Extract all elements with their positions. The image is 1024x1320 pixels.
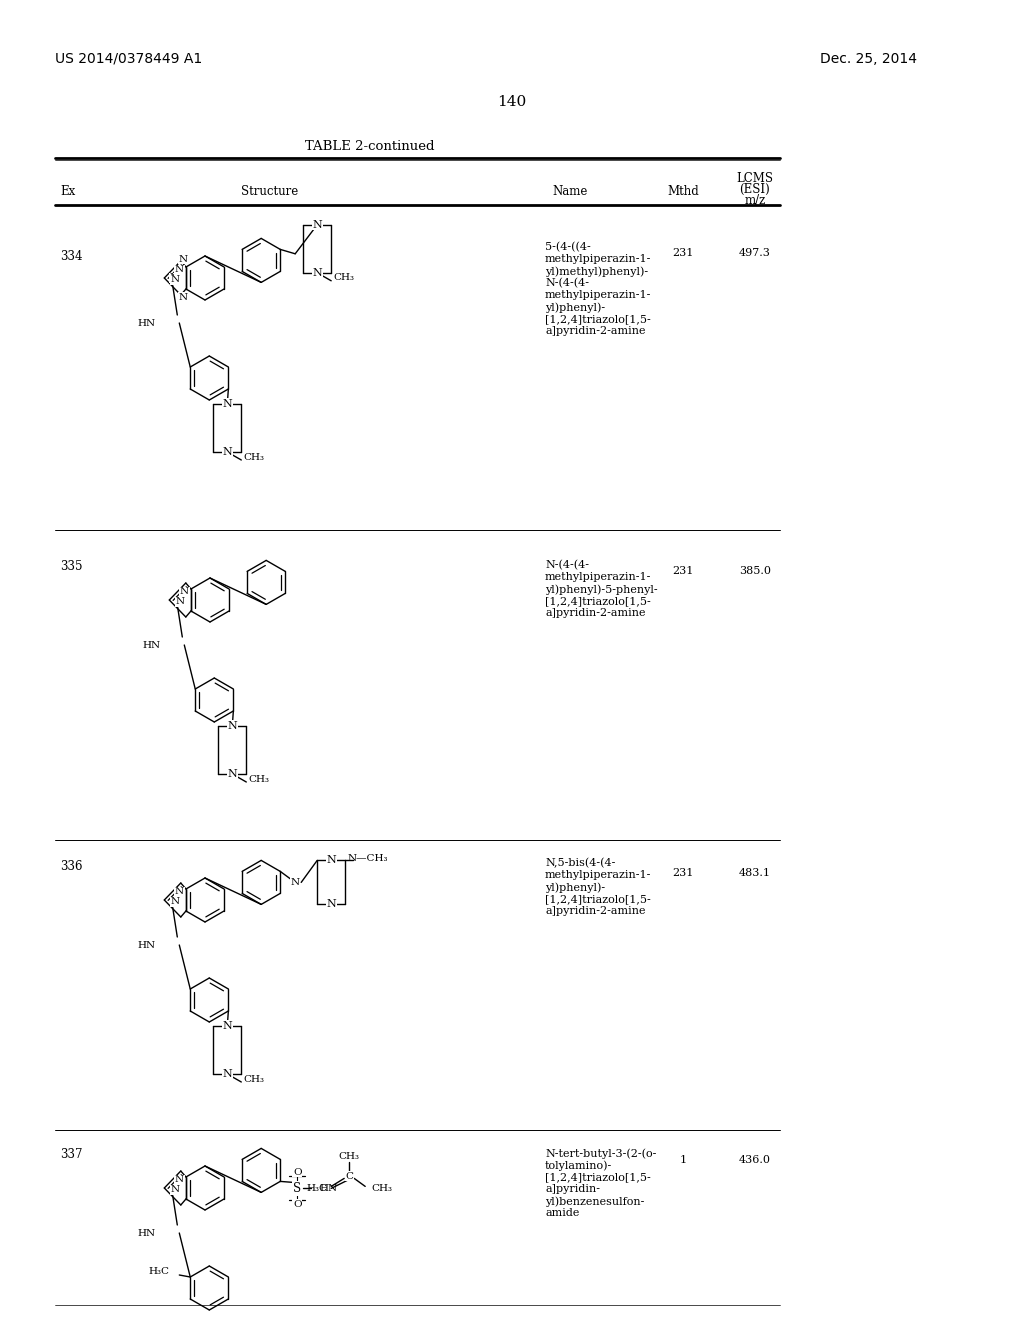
- Text: yl)phenyl)-5-phenyl-: yl)phenyl)-5-phenyl-: [545, 583, 657, 594]
- Text: TABLE 2-continued: TABLE 2-continued: [305, 140, 435, 153]
- Text: N: N: [222, 1069, 232, 1078]
- Text: CH₃: CH₃: [333, 273, 354, 282]
- Text: CH₃: CH₃: [248, 775, 269, 784]
- Text: (ESI): (ESI): [739, 183, 770, 195]
- Text: H₃C: H₃C: [306, 1184, 328, 1193]
- Text: N: N: [227, 721, 238, 731]
- Text: S: S: [293, 1181, 301, 1195]
- Text: yl)benzenesulfon-: yl)benzenesulfon-: [545, 1196, 644, 1206]
- Text: 497.3: 497.3: [739, 248, 771, 257]
- Text: CH₃: CH₃: [244, 453, 264, 462]
- Text: N,5-bis(4-(4-: N,5-bis(4-(4-: [545, 858, 615, 869]
- Text: N—CH₃: N—CH₃: [347, 854, 388, 863]
- Text: N: N: [222, 447, 232, 457]
- Text: 231: 231: [673, 248, 693, 257]
- Text: Ex: Ex: [60, 185, 75, 198]
- Text: N: N: [227, 770, 238, 779]
- Text: m/z: m/z: [744, 194, 766, 207]
- Text: methylpiperazin-1-: methylpiperazin-1-: [545, 290, 651, 300]
- Text: 231: 231: [673, 566, 693, 576]
- Text: N: N: [180, 587, 189, 597]
- Text: O: O: [293, 1168, 301, 1177]
- Text: methylpiperazin-1-: methylpiperazin-1-: [545, 253, 651, 264]
- Text: N: N: [170, 898, 179, 907]
- Text: HN: HN: [137, 318, 156, 327]
- Text: 5-(4-((4-: 5-(4-((4-: [545, 242, 591, 252]
- Text: N: N: [175, 887, 184, 896]
- Text: CH₃: CH₃: [371, 1184, 392, 1193]
- Text: 140: 140: [498, 95, 526, 110]
- Text: methylpiperazin-1-: methylpiperazin-1-: [545, 870, 651, 880]
- Text: CH₃: CH₃: [339, 1152, 359, 1160]
- Text: H₃C: H₃C: [148, 1267, 169, 1276]
- Text: N: N: [178, 293, 187, 301]
- Text: N: N: [178, 255, 187, 264]
- Text: N: N: [312, 268, 323, 277]
- Text: 334: 334: [60, 249, 83, 263]
- Text: methylpiperazin-1-: methylpiperazin-1-: [545, 572, 651, 582]
- Text: CH₃: CH₃: [244, 1074, 264, 1084]
- Text: C: C: [345, 1172, 353, 1181]
- Text: yl)phenyl)-: yl)phenyl)-: [545, 302, 605, 313]
- Text: a]pyridin-2-amine: a]pyridin-2-amine: [545, 609, 645, 618]
- Text: [1,2,4]triazolo[1,5-: [1,2,4]triazolo[1,5-: [545, 894, 650, 904]
- Text: N: N: [222, 399, 232, 409]
- Text: N: N: [170, 1185, 179, 1195]
- Text: 385.0: 385.0: [739, 566, 771, 576]
- Text: HN: HN: [137, 1229, 156, 1238]
- Text: amide: amide: [545, 1208, 580, 1218]
- Text: N-(4-(4-: N-(4-(4-: [545, 560, 589, 570]
- Text: 483.1: 483.1: [739, 869, 771, 878]
- Text: O: O: [293, 1200, 301, 1209]
- Text: HN: HN: [319, 1184, 337, 1193]
- Text: N: N: [175, 265, 184, 275]
- Text: N: N: [169, 273, 178, 282]
- Text: a]pyridin-2-amine: a]pyridin-2-amine: [545, 906, 645, 916]
- Text: 231: 231: [673, 869, 693, 878]
- Text: yl)phenyl)-: yl)phenyl)-: [545, 882, 605, 892]
- Text: Dec. 25, 2014: Dec. 25, 2014: [820, 51, 918, 66]
- Text: N: N: [291, 878, 300, 887]
- Text: [1,2,4]triazolo[1,5-: [1,2,4]triazolo[1,5-: [545, 597, 650, 606]
- Text: N: N: [222, 1020, 232, 1031]
- Text: 335: 335: [60, 560, 83, 573]
- Text: HN: HN: [142, 640, 161, 649]
- Text: [1,2,4]triazolo[1,5-: [1,2,4]triazolo[1,5-: [545, 1172, 650, 1181]
- Text: 336: 336: [60, 861, 83, 873]
- Text: N: N: [327, 855, 336, 866]
- Text: HN: HN: [137, 940, 156, 949]
- Text: 436.0: 436.0: [739, 1155, 771, 1166]
- Text: 1: 1: [680, 1155, 686, 1166]
- Text: N: N: [175, 598, 184, 606]
- Text: US 2014/0378449 A1: US 2014/0378449 A1: [55, 51, 203, 66]
- Text: N-tert-butyl-3-(2-(o-: N-tert-butyl-3-(2-(o-: [545, 1148, 656, 1159]
- Text: 337: 337: [60, 1148, 83, 1162]
- Text: a]pyridin-2-amine: a]pyridin-2-amine: [545, 326, 645, 337]
- Text: Mthd: Mthd: [667, 185, 698, 198]
- Text: N: N: [312, 220, 323, 230]
- Text: LCMS: LCMS: [736, 172, 773, 185]
- Text: a]pyridin-: a]pyridin-: [545, 1184, 600, 1195]
- Text: tolylamino)-: tolylamino)-: [545, 1160, 612, 1171]
- Text: yl)methyl)phenyl)-: yl)methyl)phenyl)-: [545, 267, 648, 277]
- Text: N-(4-(4-: N-(4-(4-: [545, 279, 589, 288]
- Text: Name: Name: [552, 185, 588, 198]
- Text: N: N: [170, 276, 179, 285]
- Text: Structure: Structure: [242, 185, 299, 198]
- Text: N: N: [327, 899, 336, 909]
- Text: N: N: [175, 1176, 184, 1184]
- Text: [1,2,4]triazolo[1,5-: [1,2,4]triazolo[1,5-: [545, 314, 650, 323]
